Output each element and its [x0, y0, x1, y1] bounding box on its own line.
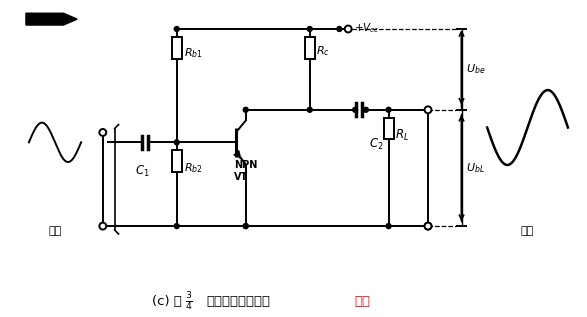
Circle shape — [424, 223, 431, 230]
Circle shape — [345, 26, 352, 32]
Text: 周期时输出信号的: 周期时输出信号的 — [206, 295, 270, 308]
Circle shape — [243, 223, 248, 229]
Text: (c) 第: (c) 第 — [152, 295, 181, 308]
Circle shape — [243, 107, 248, 112]
Text: NPN
VT: NPN VT — [234, 160, 257, 182]
Bar — [172, 150, 181, 172]
Text: $C_1$: $C_1$ — [136, 164, 150, 179]
Circle shape — [174, 223, 179, 229]
Text: $\frac{3}{4}$: $\frac{3}{4}$ — [184, 291, 193, 313]
Text: $+V_{cc}$: $+V_{cc}$ — [354, 21, 380, 35]
Text: $U_{be}$: $U_{be}$ — [467, 62, 486, 76]
Circle shape — [337, 27, 342, 31]
Circle shape — [426, 107, 430, 112]
FancyArrow shape — [26, 13, 77, 25]
Circle shape — [363, 107, 369, 112]
Text: $R_c$: $R_c$ — [316, 44, 329, 58]
Circle shape — [353, 107, 357, 112]
Circle shape — [174, 140, 179, 145]
Circle shape — [386, 223, 391, 229]
Circle shape — [308, 107, 312, 112]
Bar — [305, 37, 315, 59]
Circle shape — [99, 129, 106, 136]
Text: $R_{b2}$: $R_{b2}$ — [184, 161, 203, 175]
Text: $R_L$: $R_L$ — [396, 128, 410, 143]
Bar — [172, 37, 181, 59]
Text: 输入: 输入 — [49, 226, 62, 236]
Text: $C_2$: $C_2$ — [369, 137, 384, 152]
Circle shape — [174, 27, 179, 31]
Circle shape — [424, 223, 431, 230]
Circle shape — [308, 27, 312, 31]
Text: $U_{bL}$: $U_{bL}$ — [467, 161, 485, 175]
Circle shape — [99, 223, 106, 230]
Circle shape — [243, 223, 248, 229]
Text: 输出: 输出 — [521, 226, 534, 236]
Text: 状态: 状态 — [354, 295, 370, 308]
Circle shape — [386, 107, 391, 112]
Bar — [384, 118, 393, 139]
Text: $R_{b1}$: $R_{b1}$ — [184, 46, 203, 60]
Circle shape — [424, 106, 431, 113]
